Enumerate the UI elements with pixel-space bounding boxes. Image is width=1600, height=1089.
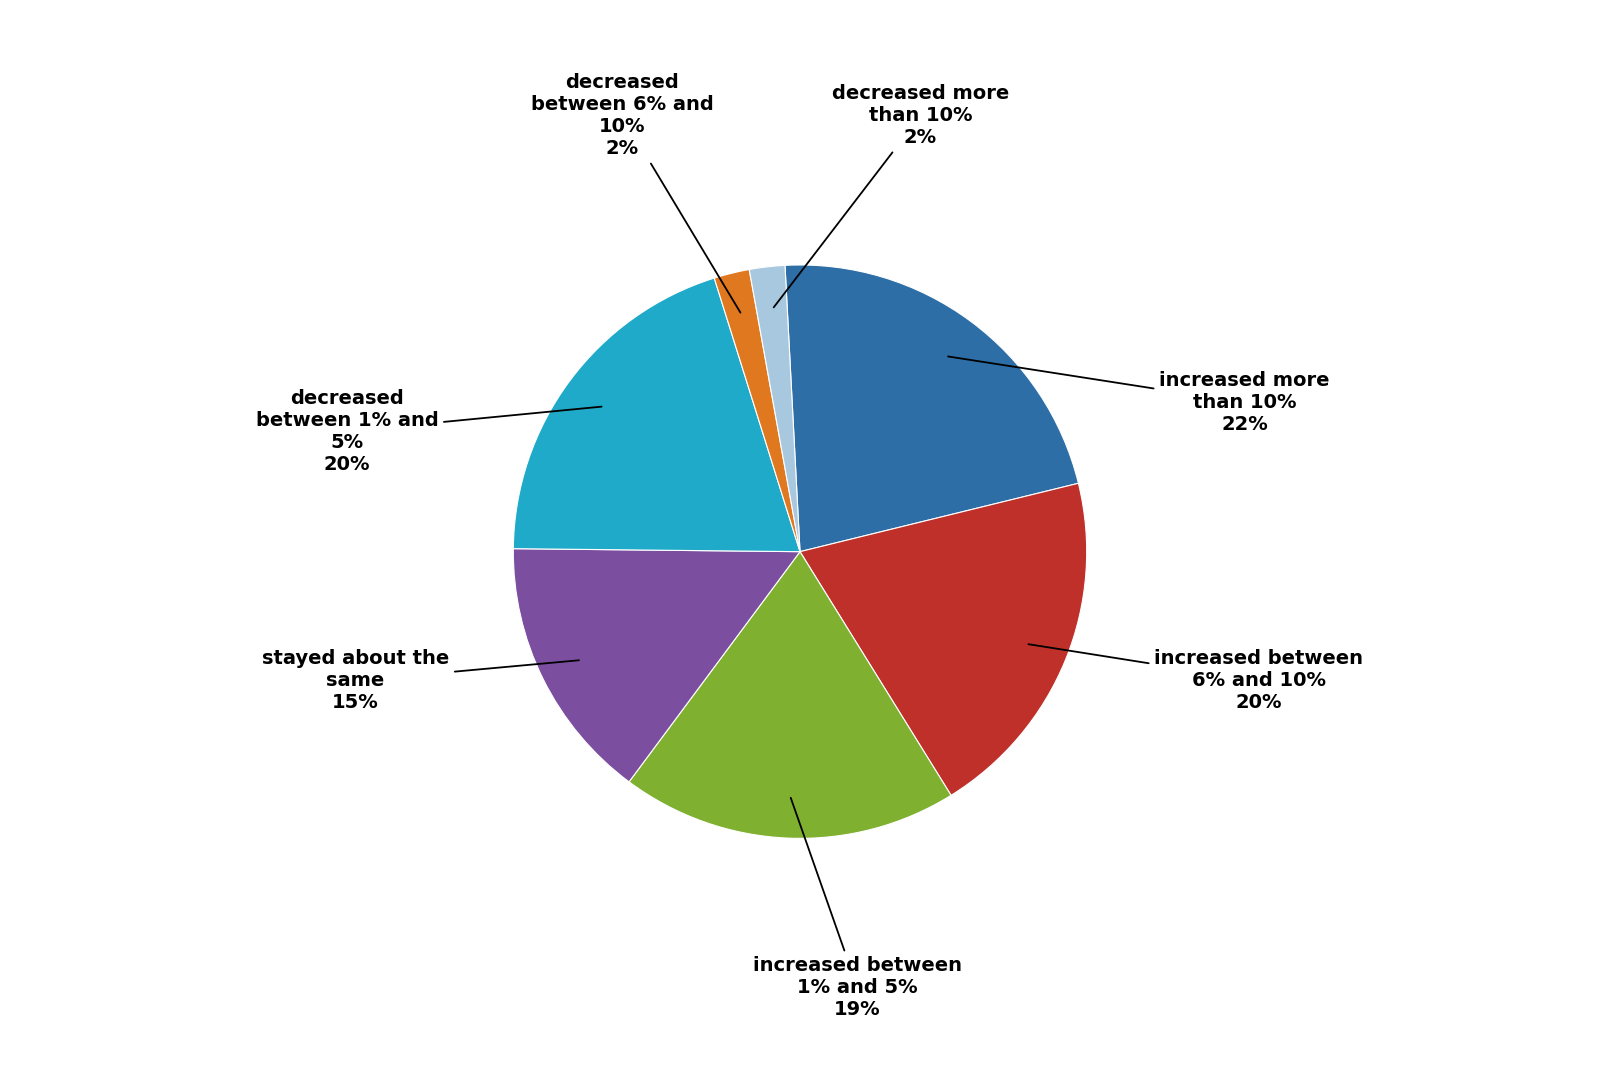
Wedge shape: [514, 549, 800, 782]
Text: decreased
between 6% and
10%
2%: decreased between 6% and 10% 2%: [531, 73, 741, 313]
Text: decreased more
than 10%
2%: decreased more than 10% 2%: [774, 84, 1010, 307]
Wedge shape: [800, 484, 1086, 795]
Text: decreased
between 1% and
5%
20%: decreased between 1% and 5% 20%: [256, 389, 602, 474]
Wedge shape: [749, 266, 800, 552]
Text: stayed about the
same
15%: stayed about the same 15%: [262, 649, 579, 712]
Text: increased between
1% and 5%
19%: increased between 1% and 5% 19%: [754, 798, 962, 1019]
Text: increased more
than 10%
22%: increased more than 10% 22%: [949, 356, 1330, 435]
Text: increased between
6% and 10%
20%: increased between 6% and 10% 20%: [1029, 645, 1363, 712]
Wedge shape: [514, 278, 800, 552]
Wedge shape: [629, 552, 950, 839]
Wedge shape: [786, 265, 1078, 552]
Wedge shape: [714, 269, 800, 552]
